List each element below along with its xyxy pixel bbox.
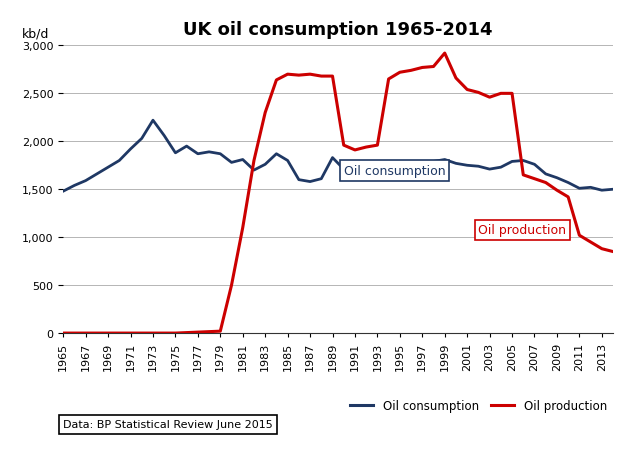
Legend: Oil consumption, Oil production: Oil consumption, Oil production: [350, 399, 607, 412]
Text: Oil production: Oil production: [478, 224, 566, 237]
Text: Data: BP Statistical Review June 2015: Data: BP Statistical Review June 2015: [63, 419, 273, 430]
Text: kb/d: kb/d: [22, 28, 49, 41]
Title: UK oil consumption 1965-2014: UK oil consumption 1965-2014: [183, 21, 493, 39]
Text: Oil consumption: Oil consumption: [344, 164, 446, 177]
